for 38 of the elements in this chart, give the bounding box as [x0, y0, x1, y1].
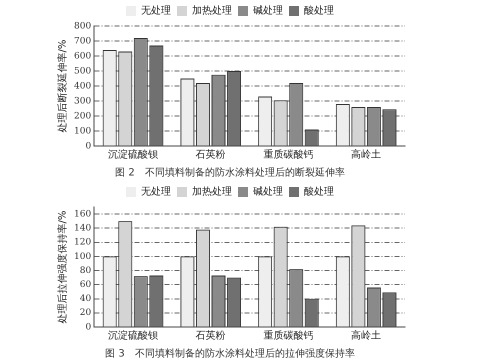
y-tick-label: 400 [74, 81, 92, 92]
y-tick-label: 200 [74, 111, 92, 122]
legend-label: 无处理 [141, 186, 171, 198]
x-tick-label: 石英粉 [196, 148, 226, 161]
y-tick-label: 100 [74, 252, 92, 262]
legend-label: 加热处理 [192, 4, 232, 17]
text: 图 3 不同填料制备的防水涂料处理后的拉伸强度保持率 [105, 348, 355, 360]
legend-label: 碱处理 [253, 186, 283, 198]
x-tick-label: 沉淀硫酸钡 [108, 330, 158, 342]
y-tick-label: 500 [74, 66, 92, 76]
y-tick-label: 160 [74, 209, 92, 220]
x-tick-label: 高岭土 [351, 330, 382, 342]
x-tick-label: 高岭土 [351, 148, 382, 161]
x-tick-label: 石英粉 [196, 330, 226, 342]
legend-label: 酸处理 [304, 4, 334, 17]
y-tick-label: 600 [74, 51, 92, 62]
y-tick-label: 60 [80, 280, 92, 290]
y-tick-label: 300 [74, 96, 92, 106]
y-tick-label: 140 [74, 224, 92, 234]
y-axis-title: 处理后拉伸强度保持率/% [56, 210, 69, 324]
x-tick-label: 沉淀硫酸钡 [108, 148, 158, 161]
legend-label: 碱处理 [253, 4, 283, 17]
y-tick-label: 800 [74, 21, 92, 32]
x-tick-label: 重质碳酸钙 [263, 330, 314, 342]
y-tick-label: 20 [80, 308, 92, 318]
y-axis-title: 处理后断裂延伸率/% [56, 40, 69, 132]
legend-label: 加热处理 [192, 186, 232, 198]
y-tick-label: 100 [74, 126, 92, 136]
x-tick-label: 重质碳酸钙 [263, 148, 314, 161]
y-tick-label: 700 [74, 36, 92, 46]
y-tick-label: 0 [85, 141, 92, 152]
y-tick-label: 40 [80, 294, 92, 304]
y-tick-label: 0 [85, 322, 92, 332]
legend-label: 酸处理 [304, 186, 334, 198]
y-tick-label: 120 [74, 238, 92, 248]
legend-label: 无处理 [141, 4, 171, 17]
y-tick-label: 80 [80, 266, 92, 276]
text: 图 2 不同填料制备的防水涂料处理后的断裂延伸率 [115, 166, 345, 179]
